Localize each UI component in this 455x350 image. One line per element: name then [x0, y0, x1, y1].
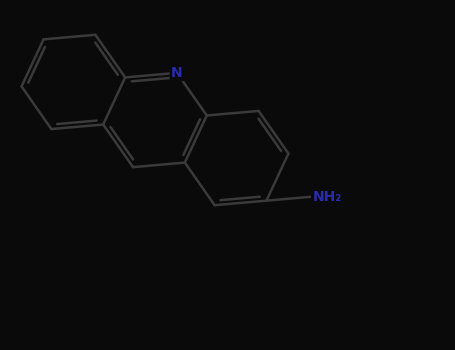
Text: NH₂: NH₂ — [313, 190, 342, 204]
Text: N: N — [171, 66, 183, 80]
